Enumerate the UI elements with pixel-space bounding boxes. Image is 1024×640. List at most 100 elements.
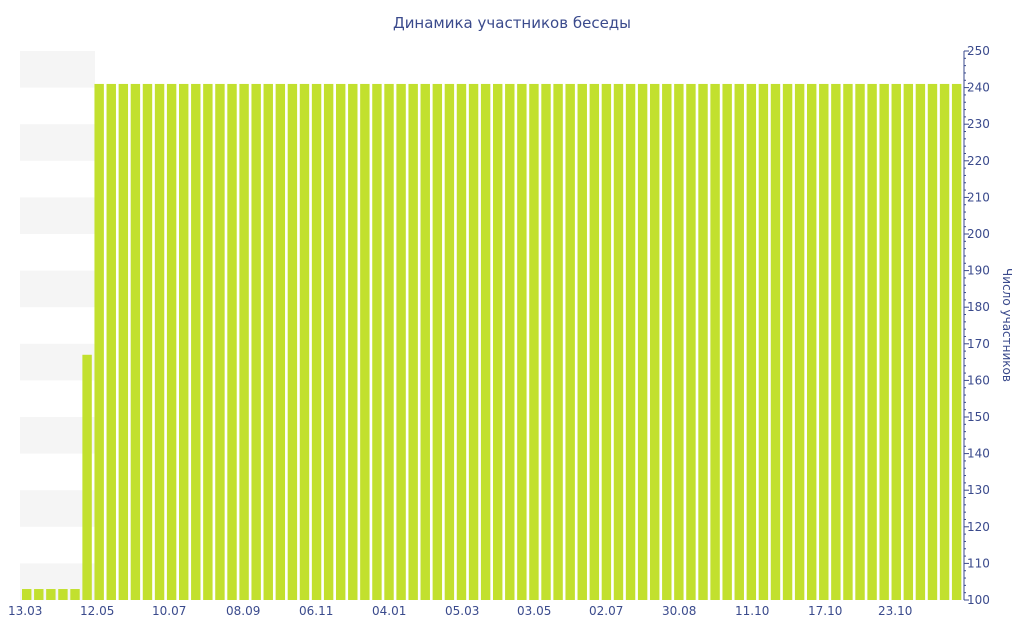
bar [263, 83, 273, 600]
y-tick-label: 100 [967, 593, 990, 607]
y-tick-label: 190 [967, 264, 990, 278]
y-tick-label: 200 [967, 227, 990, 241]
bar [118, 83, 129, 600]
x-tick-label: 13.03 [8, 604, 42, 618]
grid-band [20, 51, 95, 88]
y-tick-label: 180 [967, 300, 990, 314]
bar [541, 83, 551, 600]
grid-band [20, 197, 95, 234]
bar [891, 83, 901, 600]
bar [34, 589, 44, 600]
bar [239, 83, 249, 600]
bar [130, 83, 141, 600]
x-tick-label: 02.07 [589, 604, 623, 618]
y-axis-label: Число участников [1000, 268, 1014, 382]
bar [396, 83, 406, 600]
x-tick-label: 03.05 [517, 604, 551, 618]
bar [408, 83, 418, 600]
bar [939, 83, 950, 600]
bar [46, 589, 56, 600]
x-tick-label: 04.01 [372, 604, 406, 618]
bar [311, 83, 322, 600]
bar [951, 83, 962, 600]
bar [227, 83, 237, 600]
bar [106, 83, 116, 600]
bar [650, 83, 660, 600]
y-tick-label: 220 [967, 154, 990, 168]
x-tick-label: 11.10 [735, 604, 769, 618]
bar [505, 83, 515, 600]
bar [927, 83, 938, 600]
x-tick-label: 23.10 [878, 604, 912, 618]
bar [420, 83, 430, 600]
bar [855, 83, 865, 600]
bar [565, 83, 575, 600]
bar [22, 589, 32, 600]
x-tick-label: 17.10 [808, 604, 842, 618]
bar-series [22, 83, 962, 600]
bar [251, 83, 261, 600]
bar [517, 83, 527, 600]
y-tick-label: 240 [967, 81, 990, 95]
bar [203, 83, 213, 600]
bar [468, 83, 479, 600]
y-tick-label: 230 [967, 117, 990, 131]
x-axis-ticks: 13.03 12.05 10.07 08.09 06.11 04.01 05.03 03.05… [8, 604, 912, 618]
bar [637, 83, 648, 600]
y-tick-label: 160 [967, 373, 990, 387]
chart-title: Динамика участников беседы [393, 14, 631, 32]
bar [662, 83, 672, 600]
bar [903, 83, 914, 600]
grid-band [20, 270, 95, 308]
bar [770, 83, 781, 600]
bar [686, 83, 696, 600]
x-tick-label: 08.09 [226, 604, 260, 618]
bar [384, 83, 394, 600]
bar [529, 83, 539, 600]
bar [94, 83, 104, 600]
bar [589, 83, 600, 600]
bar [601, 83, 612, 600]
bar [179, 83, 189, 600]
bar [722, 83, 732, 600]
bar [323, 83, 334, 600]
bar [807, 83, 817, 600]
x-tick-label: 30.08 [662, 604, 696, 618]
bar [553, 83, 563, 600]
y-tick-label: 210 [967, 190, 990, 204]
bar [746, 83, 757, 600]
bar [613, 83, 624, 600]
bar [142, 83, 153, 600]
y-tick-label: 140 [967, 447, 990, 461]
x-tick-label: 10.07 [152, 604, 186, 618]
bar [432, 83, 443, 600]
bar [867, 83, 877, 600]
bar [287, 83, 298, 600]
bar [348, 83, 358, 600]
bar [674, 83, 684, 600]
y-tick-label: 250 [967, 44, 990, 58]
bar [299, 83, 310, 600]
bar [372, 83, 382, 600]
y-tick-label: 170 [967, 337, 990, 351]
x-tick-label: 12.05 [80, 604, 114, 618]
bar [154, 83, 165, 600]
y-tick-label: 130 [967, 483, 990, 497]
bar [625, 83, 636, 600]
bar [915, 83, 926, 600]
bar [70, 589, 80, 600]
bar [82, 354, 92, 600]
y-axis-ticks: 100 110 120 130 140 150 160 170 180 190 200 210 220 2… [964, 44, 990, 607]
y-tick-label: 120 [967, 520, 990, 534]
bar [577, 83, 587, 600]
bar [734, 83, 744, 600]
bar [456, 83, 467, 600]
bar [444, 83, 455, 600]
bar [831, 83, 841, 600]
bar [215, 83, 225, 600]
bar [843, 83, 853, 600]
bar [758, 83, 769, 600]
bar [336, 83, 346, 600]
bar [480, 83, 491, 600]
